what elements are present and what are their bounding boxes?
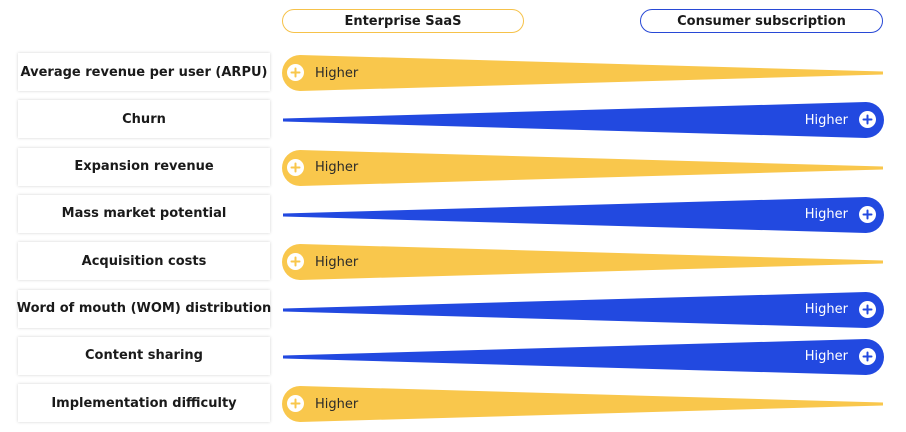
consumer-wedge-shape <box>283 338 884 375</box>
plus-circle-icon <box>287 395 304 413</box>
enterprise-higher-label: Higher <box>315 396 359 412</box>
plus-circle-icon <box>859 205 876 223</box>
consumer-wedge-shape <box>283 291 884 328</box>
comparison-row: Churn Higher <box>0 100 906 140</box>
consumer-subscription-header: Consumer subscription <box>640 9 883 33</box>
consumer-wedge <box>283 291 884 328</box>
row-label: Word of mouth (WOM) distribution <box>17 289 271 328</box>
enterprise-saas-header: Enterprise SaaS <box>282 9 524 33</box>
consumer-higher-label: Higher <box>804 112 848 128</box>
enterprise-higher-label: Higher <box>315 254 359 270</box>
enterprise-higher-label: Higher <box>315 65 359 81</box>
plus-circle-icon <box>287 253 304 271</box>
consumer-higher-label: Higher <box>804 349 848 365</box>
row-label: Mass market potential <box>18 194 270 233</box>
enterprise-wedge <box>282 244 883 281</box>
consumer-wedge <box>283 102 884 139</box>
plus-circle-icon <box>859 300 876 318</box>
row-label: Expansion revenue <box>18 147 270 186</box>
enterprise-wedge <box>282 55 883 91</box>
plus-circle-icon <box>287 64 304 81</box>
enterprise-higher-label: Higher <box>315 160 359 176</box>
enterprise-wedge <box>282 149 883 186</box>
plus-circle-icon <box>859 347 876 365</box>
consumer-wedge-shape <box>283 196 884 233</box>
comparison-row: Acquisition costs Higher <box>0 242 906 282</box>
consumer-wedge <box>283 338 884 375</box>
consumer-higher-label: Higher <box>804 207 848 223</box>
comparison-row: Expansion revenue Higher <box>0 147 906 188</box>
row-label: Content sharing <box>18 336 270 375</box>
comparison-row: Mass market potential Higher <box>0 194 906 235</box>
comparison-row: Average revenue per user (ARPU) Higher <box>0 53 906 93</box>
consumer-higher-label: Higher <box>804 302 848 317</box>
consumer-wedge-shape <box>283 102 884 139</box>
row-label: Average revenue per user (ARPU) <box>18 53 270 91</box>
row-label: Implementation difficulty <box>18 384 270 423</box>
comparison-row: Word of mouth (WOM) distribution Higher <box>0 289 906 330</box>
row-label: Acquisition costs <box>18 242 270 281</box>
plus-circle-icon <box>287 158 304 176</box>
comparison-row: Implementation difficulty Higher <box>0 384 906 424</box>
enterprise-wedge-shape <box>282 55 883 91</box>
row-label: Churn <box>18 100 270 139</box>
enterprise-wedge-shape <box>282 149 883 186</box>
comparison-row: Content sharing Higher <box>0 336 906 377</box>
enterprise-wedge-shape <box>282 386 883 423</box>
enterprise-wedge <box>282 386 883 423</box>
enterprise-wedge-shape <box>282 244 883 281</box>
plus-circle-icon <box>859 111 876 129</box>
consumer-wedge <box>283 196 884 233</box>
